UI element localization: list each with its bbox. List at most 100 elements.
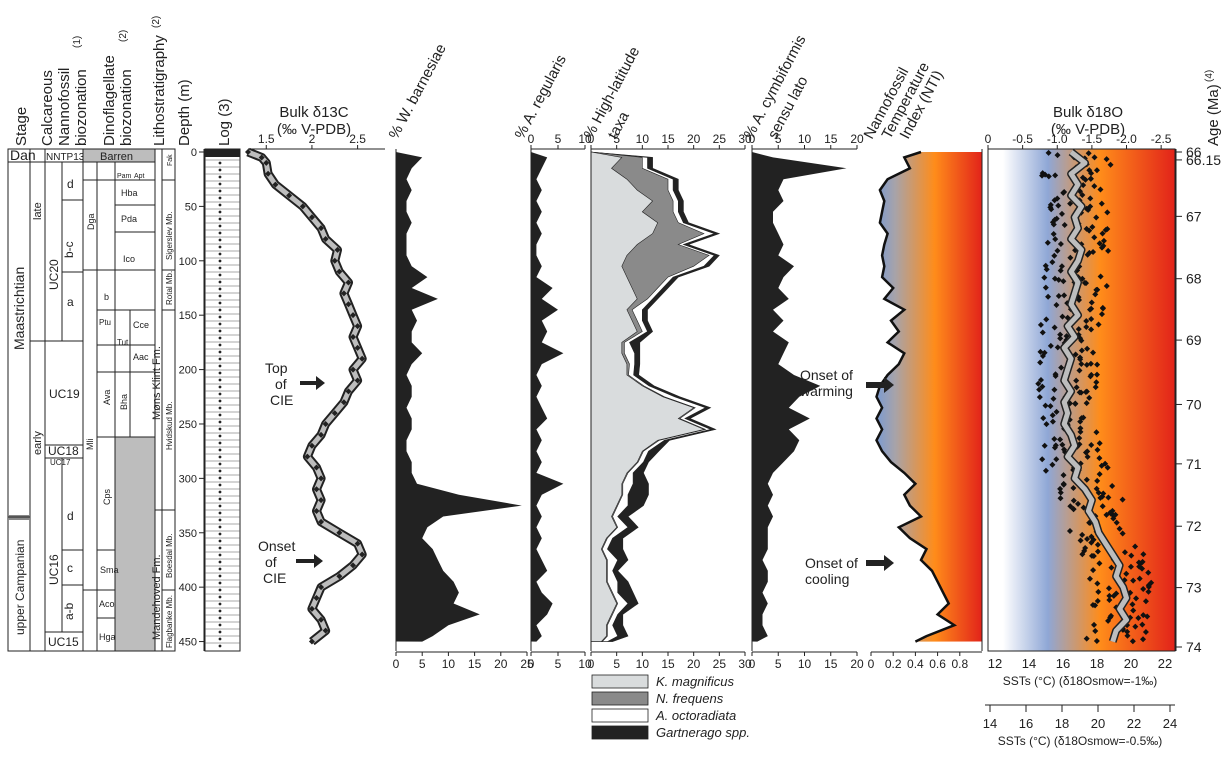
d18o-point bbox=[1051, 436, 1058, 443]
tick-label-hl: 10 bbox=[636, 657, 650, 671]
flint-nodule bbox=[218, 420, 222, 424]
hl-area-k--magnificus bbox=[590, 151, 705, 642]
depth-tick-label: 350 bbox=[179, 528, 197, 540]
d18o-point bbox=[1088, 299, 1095, 306]
d18o-point bbox=[1083, 635, 1090, 642]
d18o-point bbox=[1145, 569, 1152, 576]
tick-label-ac: 20 bbox=[850, 132, 864, 146]
d18o-point bbox=[1097, 186, 1104, 193]
d18o-point bbox=[1041, 442, 1048, 449]
d13c-point bbox=[354, 377, 361, 384]
subzone-bc: b-c bbox=[62, 241, 76, 258]
tick-label-hl: 25 bbox=[713, 657, 727, 671]
wb-area bbox=[396, 152, 522, 642]
d18o-point bbox=[1100, 237, 1107, 244]
flint-nodule bbox=[218, 217, 222, 221]
d18o-point bbox=[1043, 266, 1050, 273]
tick-label-hl: 5 bbox=[613, 132, 620, 146]
arrow-cooling bbox=[866, 555, 894, 571]
litho-hvidskud: Hvidskud Mb. bbox=[165, 402, 174, 450]
d18o-point bbox=[1050, 230, 1057, 237]
d13c-point bbox=[299, 203, 306, 210]
d13c-point bbox=[345, 388, 352, 395]
tick-label-hl: 10 bbox=[636, 132, 650, 146]
dino-Ptu: Ptu bbox=[99, 318, 111, 327]
tick-label-ar: 5 bbox=[555, 132, 562, 146]
flint-nodule bbox=[218, 560, 222, 564]
axis-hl: 0 5 10 15 20 25 30 bbox=[588, 132, 752, 150]
ac-area bbox=[752, 152, 847, 642]
d18o-point bbox=[1106, 592, 1113, 599]
depth-ticks: 0 50 100 150 200 250 300 350 400 450 bbox=[179, 147, 204, 649]
litho-manns: Møns Klint Fm. bbox=[151, 346, 163, 420]
dino-Sma: Sma bbox=[100, 565, 119, 575]
litho-boesdal: Boesdal Mb. bbox=[165, 534, 174, 578]
d18o-point bbox=[1037, 348, 1044, 355]
sst1-label: SSTs (°C) (δ18Osmow=-1‰) bbox=[1003, 674, 1158, 688]
d18o-point bbox=[1107, 161, 1114, 168]
tick-label-hl: 20 bbox=[687, 657, 701, 671]
d18o-point bbox=[1052, 172, 1059, 179]
zone-uc16: UC16 bbox=[47, 554, 61, 585]
depth-tick-label: 250 bbox=[179, 419, 197, 431]
d13c-point bbox=[322, 420, 329, 427]
header-d18o-line1: Bulk δ18O bbox=[1053, 104, 1123, 121]
d18o-point bbox=[1129, 601, 1136, 608]
d18o-point bbox=[1083, 476, 1090, 483]
d18o-point bbox=[1091, 621, 1098, 628]
d13c-point bbox=[336, 529, 343, 536]
d13c-point bbox=[258, 154, 265, 161]
flint-nodule bbox=[218, 630, 222, 634]
flint-nodule bbox=[218, 266, 222, 270]
d18o-point bbox=[1086, 167, 1093, 174]
flint-nodule bbox=[218, 602, 222, 606]
d18o-point bbox=[1083, 400, 1090, 407]
d18o-point bbox=[1059, 313, 1066, 320]
d18o-point bbox=[1037, 377, 1044, 384]
dino-Cps: Cps bbox=[102, 488, 112, 505]
d18o-point bbox=[1103, 282, 1110, 289]
zone-uc18: UC18 bbox=[48, 444, 79, 458]
d18o-point bbox=[1041, 349, 1048, 356]
panel-hl bbox=[590, 149, 721, 651]
d18o-point bbox=[1085, 150, 1092, 157]
flint-nodule bbox=[218, 371, 222, 375]
d18o-point bbox=[1049, 418, 1056, 425]
d18o-point bbox=[1043, 421, 1050, 428]
d18o-point bbox=[1057, 240, 1064, 247]
d13c-point bbox=[318, 584, 325, 591]
panel-wb bbox=[395, 149, 522, 651]
stratigraphy-columns: Dan Maastrichtian late early upper Campa… bbox=[7, 147, 176, 652]
legend-label: K. magnificus bbox=[656, 674, 735, 689]
d18o-point bbox=[1037, 321, 1044, 328]
d18o-point bbox=[1084, 453, 1091, 460]
flint-nodule bbox=[218, 581, 222, 585]
d18o-point bbox=[1104, 226, 1111, 233]
flint-nodule bbox=[218, 553, 222, 557]
d18o-point bbox=[1091, 154, 1098, 161]
d18o-point bbox=[1088, 305, 1095, 312]
d18o-point bbox=[1093, 286, 1100, 293]
d18o-point bbox=[1097, 494, 1104, 501]
depth-tick-label: 450 bbox=[179, 637, 197, 649]
d18o-point bbox=[1070, 506, 1077, 513]
d13c-point bbox=[354, 540, 361, 547]
flint-nodule bbox=[218, 315, 222, 319]
dino-Hga: Hga bbox=[99, 632, 116, 642]
d18o-point bbox=[1052, 236, 1059, 243]
stage-late: late bbox=[32, 202, 44, 220]
d18o-point bbox=[1098, 311, 1105, 318]
annotation-top-cie-2: of bbox=[275, 376, 287, 392]
d13c-point bbox=[331, 410, 338, 417]
d18o-point bbox=[1058, 364, 1065, 371]
flint-nodule bbox=[218, 392, 222, 396]
d18o-point bbox=[1054, 247, 1061, 254]
d13c-point bbox=[350, 366, 357, 373]
d13c-point bbox=[313, 486, 320, 493]
annotation-onset-cie-1: Onset bbox=[258, 538, 295, 554]
d18o-point bbox=[1084, 536, 1091, 543]
d13c-point bbox=[359, 355, 366, 362]
d18o-point bbox=[1088, 326, 1095, 333]
